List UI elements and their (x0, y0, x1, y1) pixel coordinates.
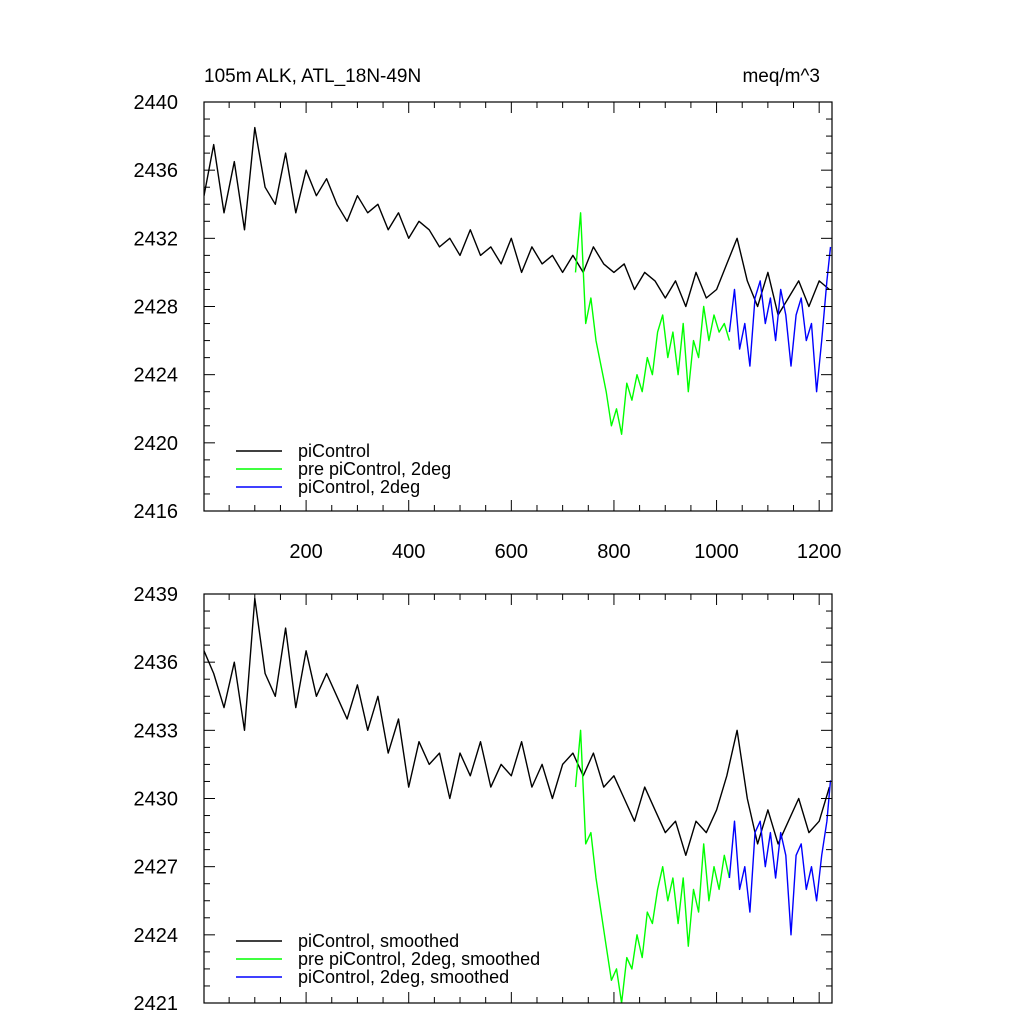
top-y-tick-label: 2440 (134, 92, 179, 114)
bottom-y-tick-label: 2439 (134, 584, 179, 606)
top-y-tick-label: 2424 (134, 365, 179, 387)
top-panel: 2416 2420 2424 2428 2432 2436 2440 200 400 600 800… (134, 92, 842, 563)
top-x-tick-label: 1000 (694, 541, 739, 563)
bottom-y-tick-label: 2427 (134, 857, 179, 879)
bottom-legend-label-1: pre piControl, 2deg, smoothed (298, 949, 540, 969)
bottom-y-tick-label: 2433 (134, 720, 179, 742)
top-legend-label-1: pre piControl, 2deg (298, 459, 451, 479)
bottom-series-line-0 (204, 597, 831, 856)
top-x-tick-label: 400 (392, 541, 425, 563)
top-legend-label-0: piControl (298, 441, 370, 461)
top-series-line-2 (728, 246, 832, 393)
bottom-y-tick-label: 2424 (134, 925, 179, 947)
bottom-legend-label-0: piControl, smoothed (298, 931, 459, 951)
top-legend-label-2: piControl, 2deg (298, 477, 420, 497)
figure-title: 105m ALK, ATL_18N-49N (204, 66, 421, 87)
top-y-tick-label: 2420 (134, 433, 179, 455)
bottom-y-tick-label: 2430 (134, 789, 179, 811)
top-x-tick-label: 600 (495, 541, 528, 563)
bottom-series-line-1 (574, 729, 731, 1003)
bottom-y-tick-label: 2436 (134, 652, 179, 674)
bottom-panel: 2421 2424 2427 2430 2433 2436 2439 piControl, s… (134, 584, 833, 1015)
top-x-tick-label: 1200 (797, 541, 842, 563)
top-y-tick-label: 2432 (134, 228, 179, 250)
top-series-line-0 (204, 126, 830, 316)
bottom-legend-label-2: piControl, 2deg, smoothed (298, 967, 509, 987)
bottom-y-tick-label: 2421 (134, 993, 179, 1015)
top-y-tick-label: 2428 (134, 297, 179, 319)
top-x-tick-label: 200 (289, 541, 322, 563)
top-y-tick-label: 2416 (134, 501, 179, 523)
top-x-tick-label: 800 (597, 541, 630, 563)
bottom-series-line-2 (728, 780, 832, 936)
top-y-tick-label: 2436 (134, 160, 179, 182)
top-series-line-1 (574, 212, 731, 435)
units-label: meq/m^3 (742, 66, 820, 87)
